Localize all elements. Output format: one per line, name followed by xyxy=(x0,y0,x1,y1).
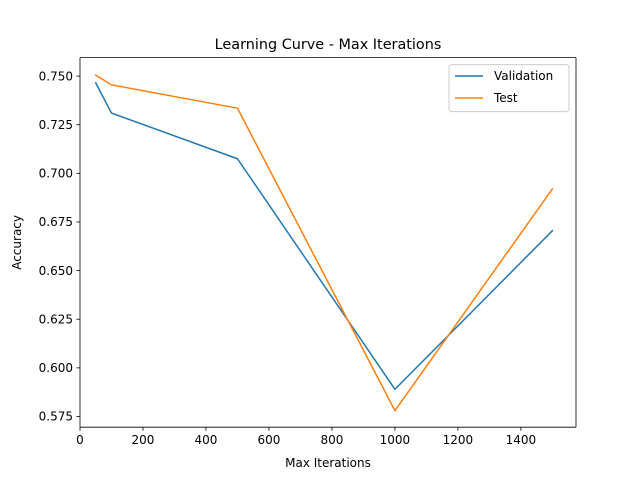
y-tick-label: 0.725 xyxy=(39,118,73,132)
data-point-validation-4 xyxy=(551,229,554,232)
chart-title: Learning Curve - Max Iterations xyxy=(215,37,442,53)
series-line-test xyxy=(94,74,554,412)
data-point-test-1 xyxy=(110,83,113,86)
y-ticks: 0.575 0.600 0.625 0.650 0.675 0.700 0.725 0.750 xyxy=(39,69,80,424)
legend-label-validation: Validation xyxy=(494,69,553,83)
x-axis-label: Max Iterations xyxy=(285,456,371,470)
data-point-validation-1 xyxy=(110,112,113,115)
legend: Validation Test xyxy=(448,64,570,113)
data-point-validation-2 xyxy=(236,157,239,160)
plot-area xyxy=(80,57,576,428)
legend-label-test: Test xyxy=(493,91,518,105)
data-point-test-0 xyxy=(94,74,97,77)
x-tick-label: 400 xyxy=(195,433,218,447)
x-tick-label: 800 xyxy=(320,433,343,447)
x-tick-label: 1200 xyxy=(443,433,474,447)
y-axis-label: Accuracy xyxy=(10,215,24,270)
y-tick-label: 0.750 xyxy=(39,69,73,83)
y-tick-label: 0.600 xyxy=(39,361,73,375)
x-ticks: 0 200 400 600 800 1000 1200 1400 xyxy=(76,427,536,447)
y-tick-label: 0.675 xyxy=(39,215,73,229)
data-point-test-2 xyxy=(236,107,239,110)
data-point-validation-3 xyxy=(393,388,396,391)
data-point-validation-0 xyxy=(94,81,97,84)
x-tick-label: 0 xyxy=(76,433,84,447)
series-lines xyxy=(94,74,554,412)
y-tick-label: 0.650 xyxy=(39,264,73,278)
data-point-test-4 xyxy=(551,187,554,190)
x-tick-label: 600 xyxy=(257,433,280,447)
y-tick-label: 0.575 xyxy=(39,410,73,424)
y-tick-label: 0.700 xyxy=(39,167,73,181)
x-tick-label: 1000 xyxy=(380,433,411,447)
x-tick-label: 200 xyxy=(132,433,155,447)
data-point-test-3 xyxy=(393,409,396,412)
axes-frame xyxy=(79,57,577,428)
y-tick-label: 0.625 xyxy=(39,312,73,326)
x-tick-label: 1400 xyxy=(506,433,537,447)
